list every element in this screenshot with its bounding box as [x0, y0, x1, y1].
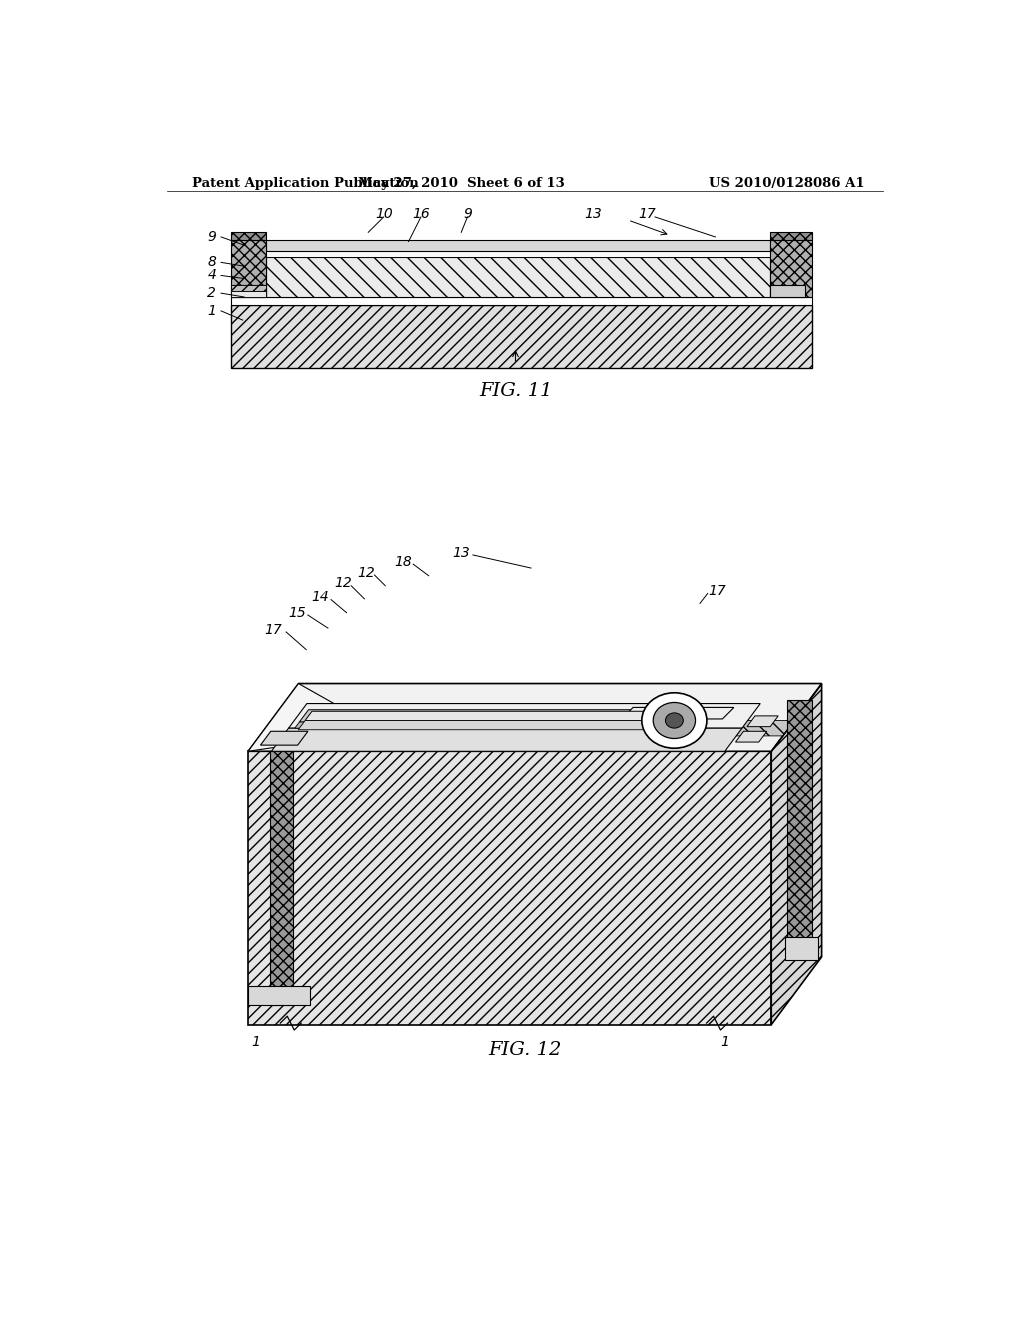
- Bar: [231, 297, 812, 305]
- Bar: [231, 305, 812, 368]
- Polygon shape: [248, 684, 364, 751]
- Text: 1: 1: [207, 304, 216, 318]
- Text: 12: 12: [357, 566, 376, 579]
- Text: FIG. 12: FIG. 12: [488, 1041, 561, 1059]
- Polygon shape: [260, 731, 308, 744]
- Text: US 2010/0128086 A1: US 2010/0128086 A1: [709, 177, 864, 190]
- Polygon shape: [735, 731, 767, 742]
- Text: 10: 10: [375, 207, 392, 220]
- Polygon shape: [298, 721, 651, 730]
- Text: 12: 12: [335, 577, 352, 590]
- Polygon shape: [270, 751, 293, 1006]
- Polygon shape: [248, 986, 310, 1006]
- Polygon shape: [289, 704, 760, 729]
- Polygon shape: [352, 721, 795, 737]
- Polygon shape: [785, 937, 818, 960]
- Polygon shape: [622, 708, 734, 719]
- Text: 13: 13: [584, 207, 602, 220]
- Text: 9: 9: [463, 207, 472, 220]
- Text: May 27, 2010  Sheet 6 of 13: May 27, 2010 Sheet 6 of 13: [357, 177, 564, 190]
- Polygon shape: [295, 722, 653, 729]
- Text: Patent Application Publication: Patent Application Publication: [191, 177, 418, 190]
- Bar: [770, 240, 812, 297]
- Polygon shape: [771, 684, 821, 751]
- Polygon shape: [248, 751, 771, 1024]
- Ellipse shape: [666, 713, 683, 729]
- Text: 17: 17: [265, 623, 283, 636]
- Text: 16: 16: [412, 207, 430, 220]
- Text: 1: 1: [252, 1035, 260, 1048]
- Bar: [266, 240, 770, 251]
- Bar: [231, 240, 266, 297]
- Polygon shape: [746, 715, 778, 726]
- Text: 18: 18: [394, 554, 412, 569]
- Bar: [231, 290, 266, 297]
- Bar: [266, 257, 770, 297]
- Text: 4: 4: [207, 268, 216, 282]
- Text: FIG. 11: FIG. 11: [479, 381, 552, 400]
- Polygon shape: [271, 729, 742, 751]
- Bar: [231, 285, 266, 297]
- Ellipse shape: [653, 702, 695, 738]
- Text: 17: 17: [638, 207, 656, 220]
- Text: 14: 14: [311, 590, 329, 605]
- Text: 1: 1: [720, 1035, 729, 1048]
- Bar: [770, 285, 805, 297]
- Ellipse shape: [642, 693, 707, 748]
- Text: 17: 17: [709, 585, 726, 598]
- Bar: [231, 285, 266, 290]
- Bar: [231, 232, 266, 240]
- Polygon shape: [248, 684, 821, 751]
- Bar: [266, 251, 770, 257]
- Text: 9: 9: [207, 230, 216, 244]
- Polygon shape: [786, 701, 812, 957]
- Text: 2: 2: [207, 286, 216, 300]
- Polygon shape: [771, 684, 821, 1024]
- Text: 13: 13: [453, 545, 470, 560]
- Text: 8: 8: [207, 255, 216, 269]
- Bar: [770, 232, 812, 240]
- Polygon shape: [305, 711, 657, 721]
- Text: 15: 15: [288, 606, 306, 619]
- Polygon shape: [299, 710, 663, 722]
